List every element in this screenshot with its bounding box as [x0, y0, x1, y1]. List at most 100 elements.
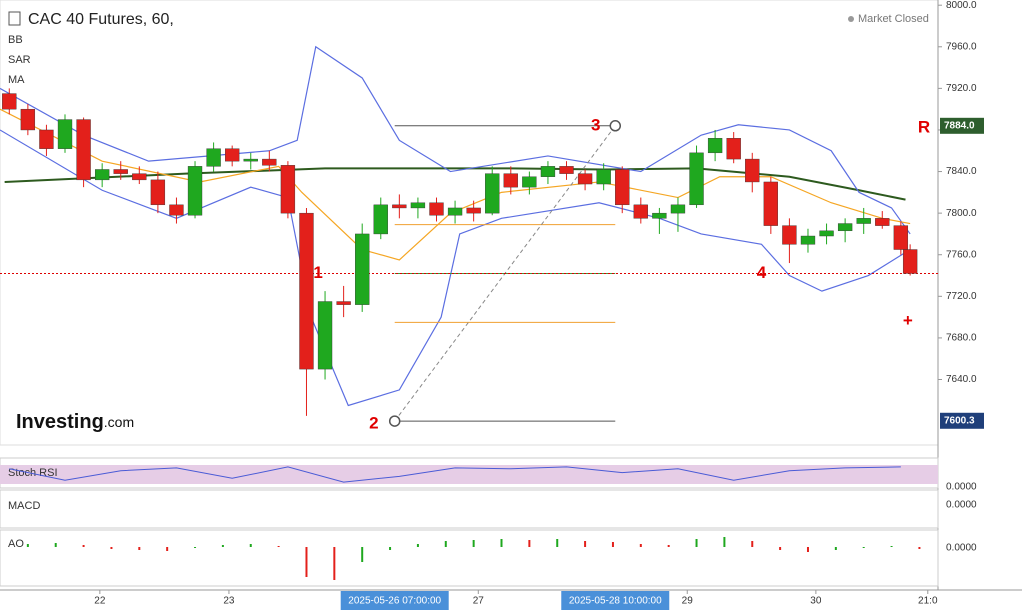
candle-body	[893, 225, 909, 250]
candle-body	[707, 138, 723, 154]
candle-body	[689, 152, 704, 206]
x-highlight	[340, 591, 449, 610]
candle-body	[652, 212, 667, 219]
candle-body	[763, 181, 778, 226]
y-tick-label: 7840.0	[946, 166, 977, 177]
panel-axis-label: 0.0000	[946, 482, 977, 493]
stoch-band	[0, 465, 938, 484]
x-highlight	[561, 591, 670, 610]
candle-body	[57, 119, 73, 149]
candle-body	[262, 158, 277, 166]
indicator-line	[0, 108, 911, 261]
annotation: R	[918, 117, 930, 136]
candle-body	[615, 169, 630, 206]
x-tick-label: 27	[473, 596, 485, 607]
price-tag-label: 7600.3	[944, 415, 975, 426]
candle-body	[94, 169, 110, 181]
panel-label: AO	[8, 538, 24, 550]
y-tick-label: 7800.0	[946, 208, 977, 219]
candle-body	[20, 108, 36, 131]
candle-body	[447, 207, 463, 216]
candle-body	[596, 169, 611, 185]
candle-body	[392, 204, 407, 209]
indicator-label: SAR	[8, 54, 31, 66]
main-panel	[0, 0, 939, 446]
candle-body	[169, 204, 184, 216]
x-highlight-label: 2025-05-26 07:00:00	[348, 596, 441, 607]
candle-body	[819, 230, 834, 237]
price-tag-label: 7884.0	[944, 120, 975, 131]
candle-body	[299, 212, 314, 370]
candle-body	[856, 218, 871, 224]
candle-body	[633, 204, 648, 219]
x-tick-label: 23	[223, 596, 235, 607]
candle-body	[336, 301, 351, 305]
panel-label: MACD	[8, 500, 40, 512]
x-highlight-label: 2025-05-28 10:00:00	[569, 596, 662, 607]
x-tick-label: 21:0	[918, 596, 938, 607]
indicator-line	[0, 45, 911, 235]
brand-suffix: .com	[104, 414, 134, 430]
panel-axis-label: 0.0000	[946, 543, 977, 554]
candle-body	[559, 166, 574, 174]
trend-handle	[609, 120, 622, 132]
candle-body	[187, 166, 203, 216]
ao-panel	[0, 529, 939, 587]
status-dot	[848, 16, 854, 22]
candle-body	[503, 173, 518, 188]
candle-body	[280, 165, 296, 214]
candle-body	[902, 249, 918, 274]
candle-body	[837, 223, 853, 232]
annotation: 1	[313, 263, 322, 282]
candle-body	[577, 173, 593, 185]
candle-body	[540, 166, 556, 177]
icon	[8, 11, 21, 26]
candle-body	[410, 202, 426, 209]
candle-body	[670, 204, 686, 214]
brand: Investing.com	[16, 411, 134, 433]
candle-body	[485, 173, 500, 214]
y-tick-label: 7720.0	[946, 291, 977, 302]
annotation: 2	[369, 414, 378, 433]
y-tick-label: 7680.0	[946, 333, 977, 344]
annotation: +	[903, 311, 913, 330]
candle-body	[132, 173, 147, 181]
trend-handle	[388, 415, 401, 427]
candle-body	[317, 301, 333, 370]
candle-body	[2, 93, 17, 110]
candle-body	[113, 169, 128, 174]
x-tick-label: 30	[810, 596, 822, 607]
candle-body	[782, 225, 797, 245]
stoch-line	[9, 466, 901, 483]
candle-body	[243, 158, 258, 162]
y-tick-label: 7760.0	[946, 249, 977, 260]
candle-body	[745, 158, 760, 183]
price-tag	[940, 117, 984, 134]
candle-body	[875, 218, 890, 226]
panel-axis-label: 0.0000	[946, 500, 977, 511]
y-tick-label: 7640.0	[946, 374, 977, 385]
x-tick-label: 29	[682, 596, 694, 607]
macd-panel	[0, 489, 939, 529]
y-tick-label: 7960.0	[946, 41, 977, 52]
indicator-label: MA	[8, 74, 25, 86]
price-tag	[940, 412, 984, 429]
chart-title: CAC 40 Futures, 60,	[28, 11, 174, 28]
y-tick-label: 8000.0	[946, 0, 977, 11]
candle-body	[800, 235, 816, 245]
indicator-label: BB	[8, 34, 23, 46]
candle-body	[150, 179, 166, 206]
candle-body	[355, 233, 370, 305]
candle-body	[522, 176, 537, 188]
brand-main: Investing	[16, 411, 104, 433]
x-tick-label: 22	[94, 596, 106, 607]
candle-body	[726, 138, 741, 160]
status: Market Closed	[858, 13, 929, 25]
price-axis	[938, 0, 1022, 590]
candle-body	[206, 148, 221, 167]
candle-body	[373, 204, 388, 235]
annotation: 3	[591, 115, 600, 134]
candle-body	[429, 202, 444, 216]
y-tick-label: 7920.0	[946, 83, 977, 94]
annotation: 4	[757, 263, 767, 282]
